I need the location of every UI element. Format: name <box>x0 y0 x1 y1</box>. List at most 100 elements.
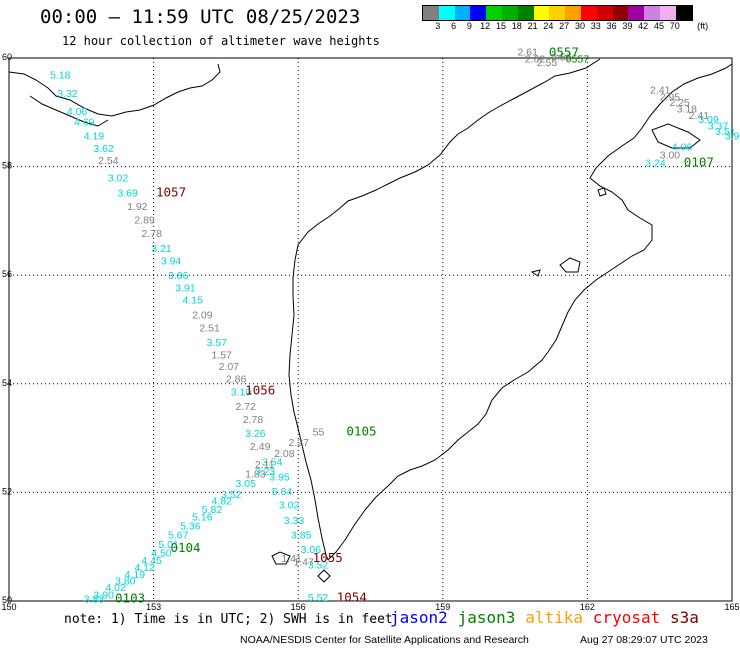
wave-height-value: 3.85 <box>291 530 312 542</box>
wave-height-value: 5.84 <box>272 486 293 498</box>
altimeter-tracks: 5.183.324.064.694.193.622.543.023.691.92… <box>50 44 740 605</box>
wave-height-value: 0557 <box>566 53 590 65</box>
color-scale-label: 70 <box>669 21 680 31</box>
legend-cryosat: cryosat <box>592 608 661 627</box>
wave-height-value: 2.95 <box>660 91 681 103</box>
wave-height-value: 4.06 <box>672 141 693 153</box>
map-title: 00:00 – 11:59 UTC 08/25/2023 <box>40 6 361 28</box>
color-scale-cell <box>533 6 550 20</box>
color-scale-cell <box>580 6 597 20</box>
pass-id-label: 0104 <box>170 540 200 555</box>
wave-height-value: 3.02 <box>279 500 300 512</box>
karaginsky-island <box>651 123 701 149</box>
latitude-labels: 60 58 56 54 52 50 <box>2 52 12 605</box>
wave-height-value: 1.41 <box>281 553 302 565</box>
color-scale-label: 9 <box>466 21 472 31</box>
color-scale-cell <box>501 6 518 20</box>
wave-height-value: 4.82 <box>211 495 232 507</box>
wave-height-value: 1.57 <box>211 349 232 361</box>
wave-height-value: 2.78 <box>243 414 264 426</box>
wave-height-value: 3.23 <box>255 466 276 478</box>
color-scale-cell <box>454 6 471 20</box>
north-okhotsk-coast <box>8 63 221 117</box>
color-scale-label: 24 <box>543 21 554 31</box>
color-scale-cell <box>517 6 534 20</box>
track-0107: 3.182.413.093.373.513.90 4.063.003.24 0107 <box>645 103 740 169</box>
color-scale-label: 36 <box>606 21 617 31</box>
wave-height-value: 5.67 <box>168 530 189 542</box>
longitude-label: 159 <box>435 602 450 612</box>
wave-height-value: 3.69 <box>117 187 138 199</box>
wave-height-value: 2.62 <box>525 53 546 65</box>
pass-id-label: 1054 <box>337 590 367 605</box>
wave-height-value: 3.57 <box>207 337 228 349</box>
wave-height-value: 3.06 <box>301 544 322 556</box>
wave-height-value: 3.05 <box>236 478 257 490</box>
wave-height-value: 2.41 <box>689 110 710 122</box>
wave-height-value: 5.16 <box>192 512 213 524</box>
latitude-label: 54 <box>2 378 12 388</box>
latitude-label: 60 <box>2 52 12 62</box>
color-scale-cell <box>470 6 487 20</box>
islet-1 <box>530 269 541 277</box>
wave-height-value: 3.09 <box>698 114 719 126</box>
wave-height-value: 2.56 <box>551 52 572 64</box>
wave-height-value: 5.01 <box>158 539 179 551</box>
wave-height-value: 2.78 <box>142 228 163 240</box>
color-scale-cell <box>423 6 439 20</box>
wave-height-value: 2.86 <box>226 374 247 386</box>
legend-jason3: jason3 <box>457 608 516 627</box>
graticule <box>9 58 732 601</box>
color-scale-unit: (ft) <box>697 21 709 31</box>
lake-kronotsky <box>559 257 581 273</box>
wave-height-value: 3.21 <box>151 243 172 255</box>
wave-height-value: 3.86 <box>168 270 189 282</box>
wave-height-value: 3.54 <box>262 456 283 468</box>
kamchatka-west-coast <box>288 58 601 561</box>
wave-height-value: 3.80 <box>115 576 136 588</box>
map-frame <box>8 57 733 602</box>
wave-height-value: 4.02 <box>105 582 126 594</box>
wave-height-value: 1.92 <box>127 201 148 213</box>
islet-2 <box>597 187 607 197</box>
pass-id-label: 0557 <box>549 44 579 59</box>
wave-height-value: 2.11 <box>255 459 275 471</box>
wave-height-value: 2.07 <box>219 361 240 373</box>
color-scale-label: 45 <box>653 21 665 31</box>
track-0103: 3.83 0103 <box>84 591 145 606</box>
wave-height-value: 3.51 <box>715 126 736 138</box>
wave-height-value: 4.45 <box>142 555 163 567</box>
track-0105: 552.272.082.111.83 0105 <box>245 423 376 480</box>
wave-height-value: 3.32 <box>57 88 78 100</box>
wave-height-value: 4.19 <box>84 130 105 142</box>
wave-height-value: 1.83 <box>245 469 266 481</box>
wave-height-value: 5.52 <box>308 592 329 604</box>
generation-timestamp: Aug 27 08:29:07 UTC 2023 <box>580 634 708 646</box>
color-scale-cell <box>565 6 581 20</box>
color-scale-cell <box>596 6 613 20</box>
wave-height-value: 5.36 <box>180 520 201 532</box>
kamchatka-east-coast <box>327 63 733 561</box>
pass-id-label: 1056 <box>245 383 275 398</box>
wave-height-value: 3.18 <box>677 103 698 115</box>
color-scale-label: 27 <box>559 21 570 31</box>
wave-height-value: 2.72 <box>236 401 257 413</box>
wave-height-value: 3.95 <box>269 471 290 483</box>
wave-height-value: 3.90 <box>725 130 740 142</box>
color-scale-label: 15 <box>495 21 507 31</box>
pass-id-label: 0103 <box>115 591 145 606</box>
color-scale-cell <box>628 6 645 20</box>
wave-height-value: 2.25 <box>669 97 690 109</box>
legend-jason2: jason2 <box>390 608 448 627</box>
wave-height-value: 3.37 <box>708 121 729 133</box>
wave-height-value: 3.91 <box>175 282 196 294</box>
color-scale-cell <box>644 6 660 20</box>
wave-height-value: 2.55 <box>537 57 558 69</box>
wave-height-value: 4.19 <box>125 569 146 581</box>
wave-height-value: 4.69 <box>74 116 95 128</box>
color-scale-cell <box>549 6 566 20</box>
track-0104: 3.233.053.524.825.825.165.365.675.014.50… <box>93 466 275 601</box>
color-scale-cell <box>659 6 676 20</box>
color-scale-cell <box>675 6 692 20</box>
